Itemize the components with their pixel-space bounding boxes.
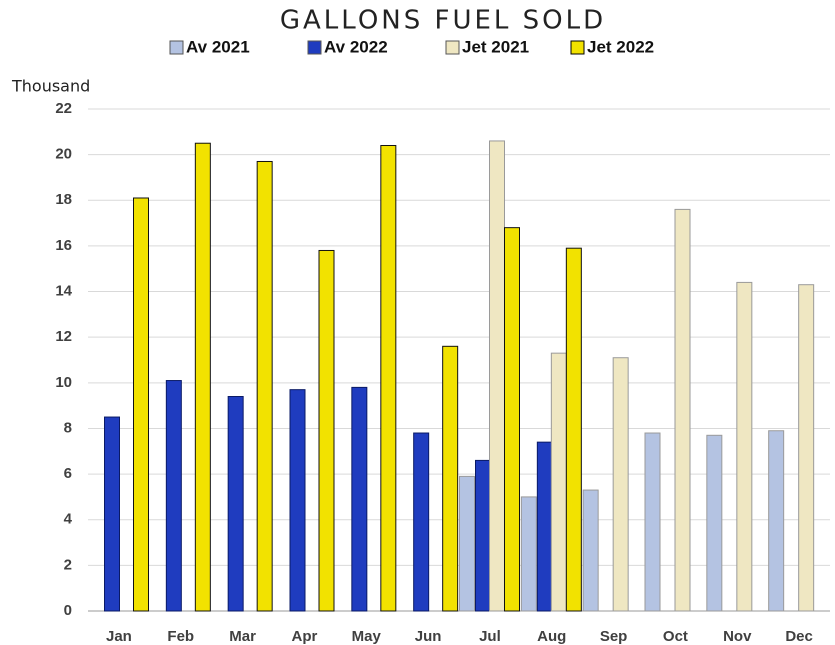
legend-label: Av 2022 — [324, 37, 388, 56]
chart-title: GALLONS FUEL SOLD — [280, 6, 606, 36]
y-tick-label: 16 — [55, 237, 72, 254]
bar — [475, 459, 491, 612]
bar — [413, 432, 430, 612]
x-tick-label: Apr — [291, 628, 317, 645]
y-tick-label: 2 — [64, 556, 72, 573]
legend-swatch — [307, 40, 322, 55]
x-tick-label: Dec — [785, 628, 813, 645]
bar — [318, 249, 335, 612]
y-tick-label: 20 — [55, 146, 72, 163]
bar — [194, 142, 211, 612]
y-tick-label: 14 — [55, 283, 72, 300]
bar — [550, 352, 567, 612]
bar — [104, 416, 120, 612]
x-tick-label: Jun — [415, 628, 442, 645]
bar — [798, 284, 815, 612]
y-tick-label: 22 — [55, 100, 72, 117]
bar — [612, 357, 629, 612]
legend-swatch — [445, 40, 460, 55]
bar — [565, 247, 582, 612]
x-tick-label: Nov — [723, 628, 752, 645]
legend-label: Jet 2021 — [462, 37, 529, 56]
x-tick-label: Aug — [537, 628, 566, 645]
legend-swatch — [570, 40, 585, 55]
bar — [380, 145, 397, 612]
bar — [536, 441, 553, 612]
bar — [289, 389, 306, 612]
legend-swatch — [169, 40, 184, 55]
y-tick-label: 6 — [64, 465, 72, 482]
x-tick-label: Sep — [600, 628, 628, 645]
y-tick-label: 12 — [55, 328, 72, 345]
bar — [674, 208, 691, 612]
bar — [489, 140, 505, 612]
bar — [768, 430, 785, 612]
x-tick-label: Jul — [479, 628, 501, 645]
x-tick-label: Mar — [229, 628, 256, 645]
x-tick-label: Jan — [106, 628, 132, 645]
x-tick-label: May — [352, 628, 382, 645]
legend-label: Jet 2022 — [587, 37, 654, 56]
bar — [165, 380, 182, 612]
bar — [459, 475, 475, 612]
y-tick-label: 10 — [55, 374, 72, 391]
y-tick-label: 8 — [64, 419, 72, 436]
bar — [504, 227, 520, 612]
bar — [736, 281, 753, 612]
y-tick-label: 0 — [64, 602, 72, 619]
x-tick-label: Feb — [167, 628, 194, 645]
bar — [442, 345, 459, 612]
bar — [351, 386, 368, 612]
bar — [227, 396, 244, 612]
legend-label: Av 2021 — [186, 37, 250, 56]
bar — [256, 160, 273, 612]
y-tick-label: 4 — [64, 511, 73, 528]
bar — [133, 197, 149, 612]
x-tick-label: Oct — [663, 628, 688, 645]
bar — [582, 489, 599, 612]
y-tick-label: 18 — [55, 191, 72, 208]
bar — [520, 496, 537, 612]
bar — [706, 434, 723, 612]
y-axis-label: Thousand — [11, 77, 90, 96]
bar — [644, 432, 661, 612]
